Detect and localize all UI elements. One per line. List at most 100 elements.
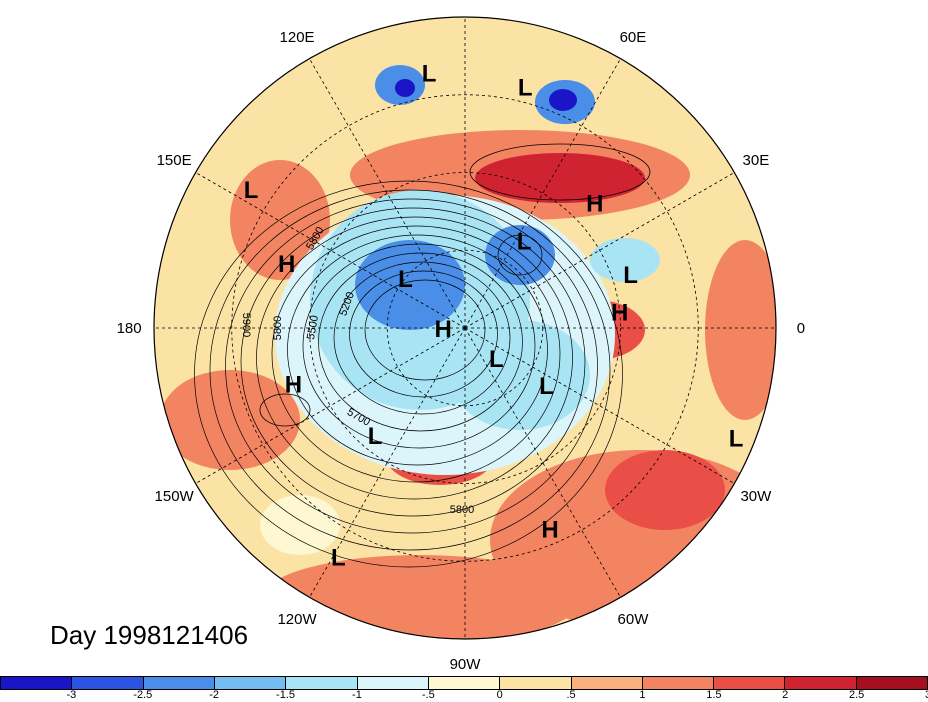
meridian bbox=[195, 327, 466, 484]
colorbar-tick-label: -2 bbox=[209, 689, 220, 701]
colorbar-box bbox=[571, 677, 643, 689]
colorbar-box bbox=[214, 677, 287, 689]
height-contours bbox=[194, 143, 651, 568]
anomaly-region bbox=[355, 240, 465, 330]
anomaly-region bbox=[605, 450, 725, 530]
meridian bbox=[309, 327, 466, 598]
height-contour bbox=[256, 216, 573, 500]
contour-label: 5800 bbox=[450, 504, 474, 516]
high-pressure-marker: H bbox=[278, 251, 295, 278]
latitude-circle bbox=[309, 172, 621, 484]
anomaly-region bbox=[485, 225, 555, 285]
height-contour bbox=[271, 225, 561, 483]
colorbar-box bbox=[286, 677, 358, 689]
low-pressure-marker: L bbox=[539, 373, 554, 400]
colorbar-tick-label: 2.5 bbox=[848, 689, 865, 701]
height-contour bbox=[469, 143, 651, 201]
height-contour bbox=[287, 234, 548, 466]
height-contour bbox=[259, 393, 311, 427]
anomaly-region bbox=[475, 153, 645, 203]
meridian bbox=[464, 172, 735, 329]
low-pressure-marker: L bbox=[489, 346, 504, 373]
longitude-label: 90E bbox=[452, 0, 479, 1]
high-pressure-marker: H bbox=[611, 300, 628, 327]
height-contour bbox=[318, 252, 523, 432]
anomaly-region bbox=[450, 320, 590, 430]
latitude-circle bbox=[386, 249, 544, 407]
low-pressure-marker: L bbox=[398, 266, 413, 293]
longitude-label: 60E bbox=[620, 29, 647, 46]
anomaly-region bbox=[160, 370, 300, 470]
contour-label: 5900 bbox=[240, 313, 252, 337]
height-contour bbox=[364, 279, 486, 381]
colorbar-box bbox=[357, 677, 429, 689]
longitude-label: 90W bbox=[450, 656, 482, 673]
colorbar-box bbox=[143, 677, 215, 689]
colorbar-box bbox=[428, 677, 501, 689]
low-pressure-marker: L bbox=[422, 60, 437, 87]
low-pressure-marker: L bbox=[518, 75, 533, 102]
longitude-label: 30W bbox=[740, 488, 772, 505]
longitude-labels: 90E 60E 30E 0 30W 60W 90W 120W 150W 180 150E 120E bbox=[117, 0, 805, 673]
anomaly-region bbox=[260, 495, 340, 555]
height-contour bbox=[225, 198, 598, 534]
colorbar-tick-label: 1 bbox=[639, 689, 646, 701]
graticule bbox=[154, 17, 776, 639]
longitude-label: 180 bbox=[117, 320, 142, 337]
anomaly-region bbox=[549, 89, 577, 111]
longitude-label: 0 bbox=[797, 320, 805, 337]
meridian bbox=[195, 172, 466, 329]
colorbar-box bbox=[72, 677, 144, 689]
height-contour bbox=[209, 189, 611, 551]
longitude-label: 120E bbox=[280, 29, 315, 46]
colorbar-tick-label: -3 bbox=[66, 689, 77, 701]
colorbar-box bbox=[642, 677, 715, 689]
colorbar-tick-labels: -3 -2.5 -2 -1.5 -1 -.5 0 .5 1 1.5 2 2.5 3 bbox=[0, 689, 928, 702]
low-pressure-marker: L bbox=[368, 423, 383, 450]
colorbar-box bbox=[714, 677, 786, 689]
low-pressure-marker: L bbox=[729, 426, 744, 453]
high-pressure-marker: H bbox=[541, 516, 558, 543]
longitude-label: 120W bbox=[277, 611, 317, 628]
colorbar-tick-label: 2 bbox=[782, 689, 789, 701]
map-boundary bbox=[153, 16, 777, 640]
longitude-label: 30E bbox=[743, 152, 770, 169]
meridian bbox=[464, 58, 621, 329]
date-label: Day 1998121406 bbox=[50, 620, 249, 650]
colorbar-tick-label: -1.5 bbox=[276, 689, 296, 701]
colorbar-tick-label: -2.5 bbox=[133, 689, 153, 701]
meridian bbox=[464, 327, 735, 484]
low-pressure-marker: L bbox=[331, 544, 346, 571]
high-pressure-marker: H bbox=[285, 372, 302, 399]
low-pressure-marker: L bbox=[517, 228, 532, 255]
colorbar-tick-label: 3 bbox=[925, 689, 928, 701]
meridian bbox=[309, 58, 466, 329]
height-contour bbox=[333, 261, 511, 415]
colorbar-tick-label: -.5 bbox=[421, 689, 435, 701]
colorbar-box bbox=[1, 677, 73, 689]
colorbar-tick-label: -1 bbox=[352, 689, 362, 701]
colorbar-tick-label: 1.5 bbox=[706, 689, 722, 701]
meridian bbox=[464, 327, 621, 598]
high-pressure-marker: H bbox=[435, 316, 452, 343]
low-pressure-marker: L bbox=[623, 262, 638, 289]
height-contour bbox=[302, 243, 536, 449]
latitude-circle bbox=[231, 94, 699, 562]
contour-label: 5500 bbox=[305, 314, 321, 340]
anomaly-region bbox=[590, 238, 660, 282]
height-contour bbox=[349, 270, 498, 398]
longitude-label: 150W bbox=[155, 488, 195, 505]
height-contour bbox=[497, 234, 543, 276]
colorbar-box bbox=[500, 677, 572, 689]
colorbar bbox=[0, 676, 928, 690]
height-contour bbox=[240, 207, 586, 517]
longitude-label: 150E bbox=[157, 152, 192, 169]
low-pressure-marker: L bbox=[244, 177, 259, 204]
colorbar-box bbox=[785, 677, 857, 689]
contour-label: 5800 bbox=[272, 316, 284, 340]
colorbar-tick-label: .5 bbox=[566, 689, 576, 701]
colorbar-box bbox=[856, 677, 928, 689]
anomaly-region bbox=[395, 79, 415, 97]
longitude-label: 60W bbox=[618, 611, 650, 628]
